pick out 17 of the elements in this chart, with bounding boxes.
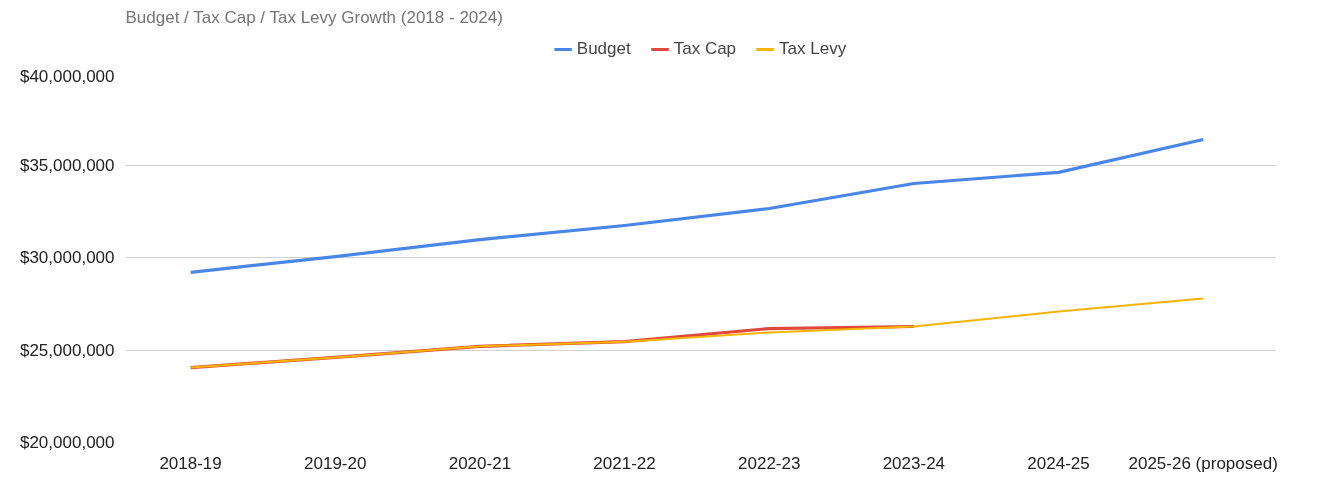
legend-label: Tax Levy bbox=[779, 38, 847, 59]
x-tick-label: 2018-19 bbox=[159, 453, 222, 473]
y-tick-label: $30,000,000 bbox=[19, 248, 115, 267]
legend-label: Tax Cap bbox=[673, 38, 737, 59]
y-tick-label: $25,000,000 bbox=[19, 340, 115, 360]
x-tick-label: 2019-20 bbox=[304, 453, 367, 473]
x-tick-label: 2025-26 (proposed) bbox=[1128, 453, 1278, 473]
x-tick-label: 2023-24 bbox=[882, 453, 946, 473]
legend-label: Budget bbox=[576, 38, 631, 59]
x-tick-label: 2021-22 bbox=[593, 453, 656, 473]
chart-title: Budget / Tax Cap / Tax Levy Growth (2018 - 2024) bbox=[125, 7, 503, 27]
y-tick-label: $20,000,000 bbox=[19, 433, 115, 452]
y-tick-label: $40,000,000 bbox=[19, 66, 115, 86]
y-tick-label: $35,000,000 bbox=[19, 155, 115, 175]
x-tick-label: 2020-21 bbox=[448, 453, 512, 473]
x-tick-label: 2024-25 bbox=[1027, 453, 1090, 473]
x-tick-label: 2022-23 bbox=[738, 453, 801, 473]
